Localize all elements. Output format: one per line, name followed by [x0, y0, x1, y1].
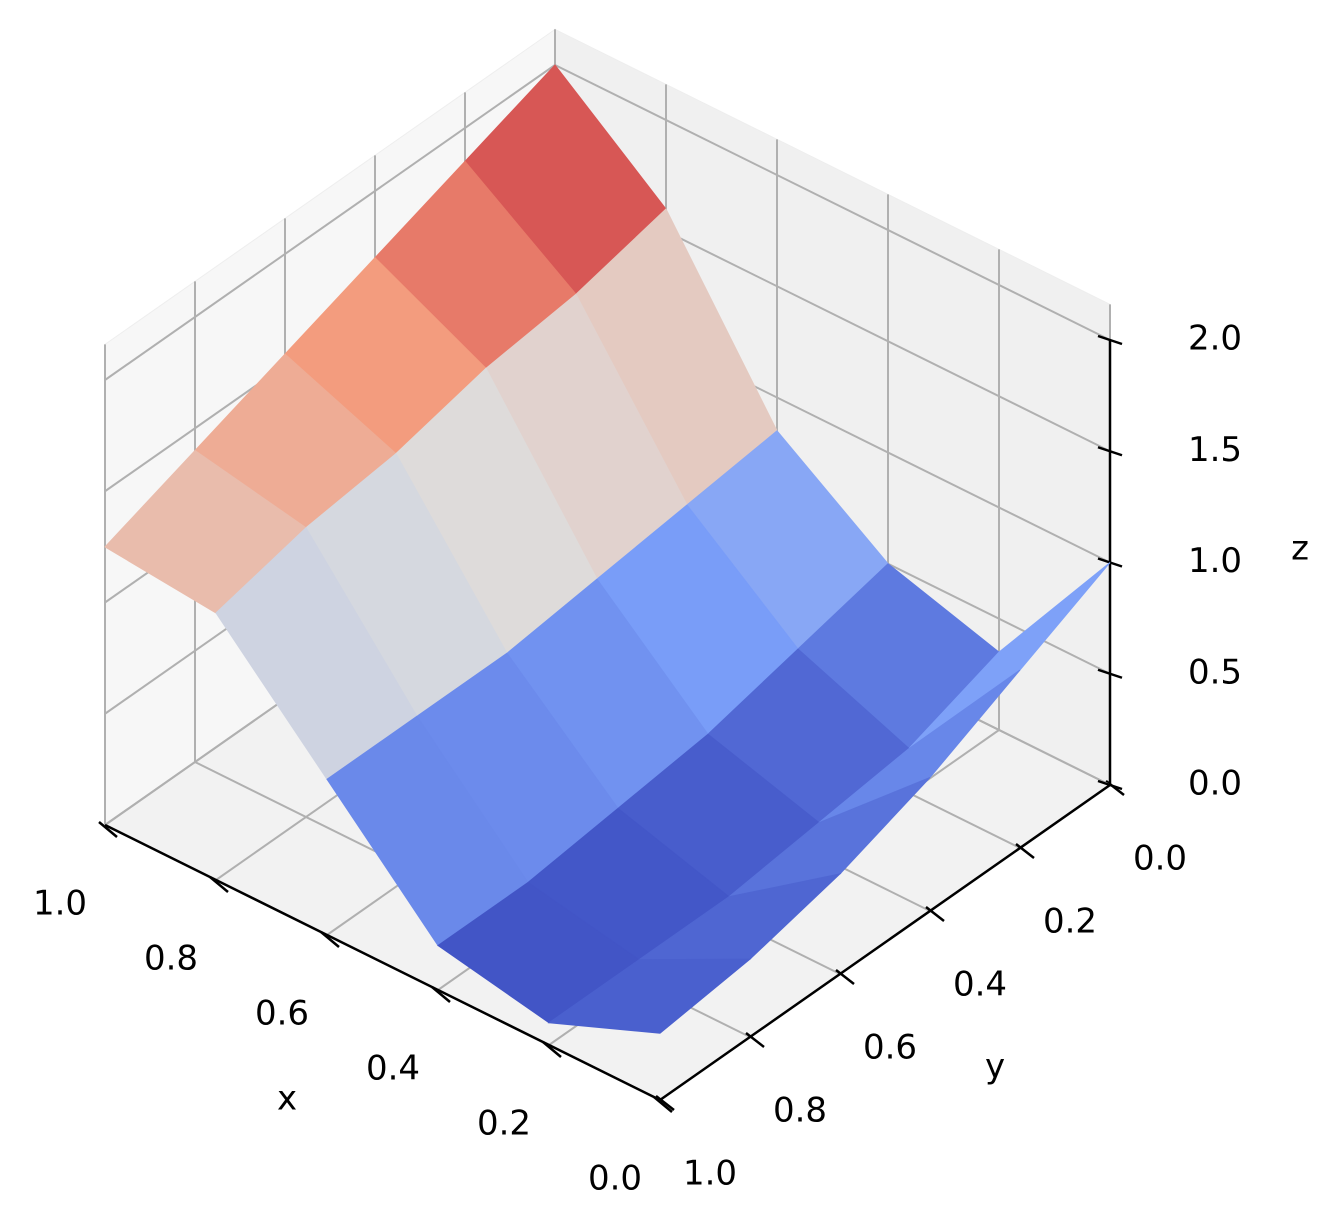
z-tick-label: 0.5: [1188, 652, 1242, 692]
tick-mark: [835, 969, 855, 985]
y-tick-label: 1.0: [683, 1154, 737, 1194]
tick-mark: [1015, 843, 1035, 859]
z-tick-label: 2.0: [1188, 319, 1242, 359]
y-tick-label: 0.6: [863, 1028, 917, 1068]
x-tick-label: 1.0: [33, 884, 87, 924]
surface-patch: [547, 958, 752, 1034]
y-tick-label: 0.0: [1133, 839, 1187, 879]
x-tick-label: 0.6: [255, 994, 309, 1034]
x-axis-line: [104, 823, 661, 1102]
tick-mark: [745, 1032, 765, 1048]
grid-line: [104, 64, 556, 381]
z-tick-label: 1.0: [1188, 541, 1242, 581]
y-axis-label: y: [985, 1047, 1005, 1087]
x-axis-label: x: [277, 1079, 297, 1119]
z-tick-label: 0.0: [1188, 764, 1242, 804]
tick-mark: [925, 906, 945, 922]
x-tick-label: 0.8: [144, 939, 198, 979]
y-tick-label: 0.2: [1043, 902, 1097, 942]
y-tick-label: 0.8: [773, 1091, 827, 1131]
grid-line: [554, 64, 1111, 341]
tick-mark: [98, 821, 118, 838]
z-axis-label: z: [1291, 529, 1309, 569]
y-tick-label: 0.4: [953, 965, 1007, 1005]
z-tick-label: 1.5: [1188, 430, 1242, 470]
x-tick-label: 0.0: [588, 1159, 642, 1199]
x-tick-label: 0.2: [477, 1104, 531, 1144]
y-axis-line: [659, 783, 1111, 1102]
x-tick-label: 0.4: [366, 1049, 420, 1089]
